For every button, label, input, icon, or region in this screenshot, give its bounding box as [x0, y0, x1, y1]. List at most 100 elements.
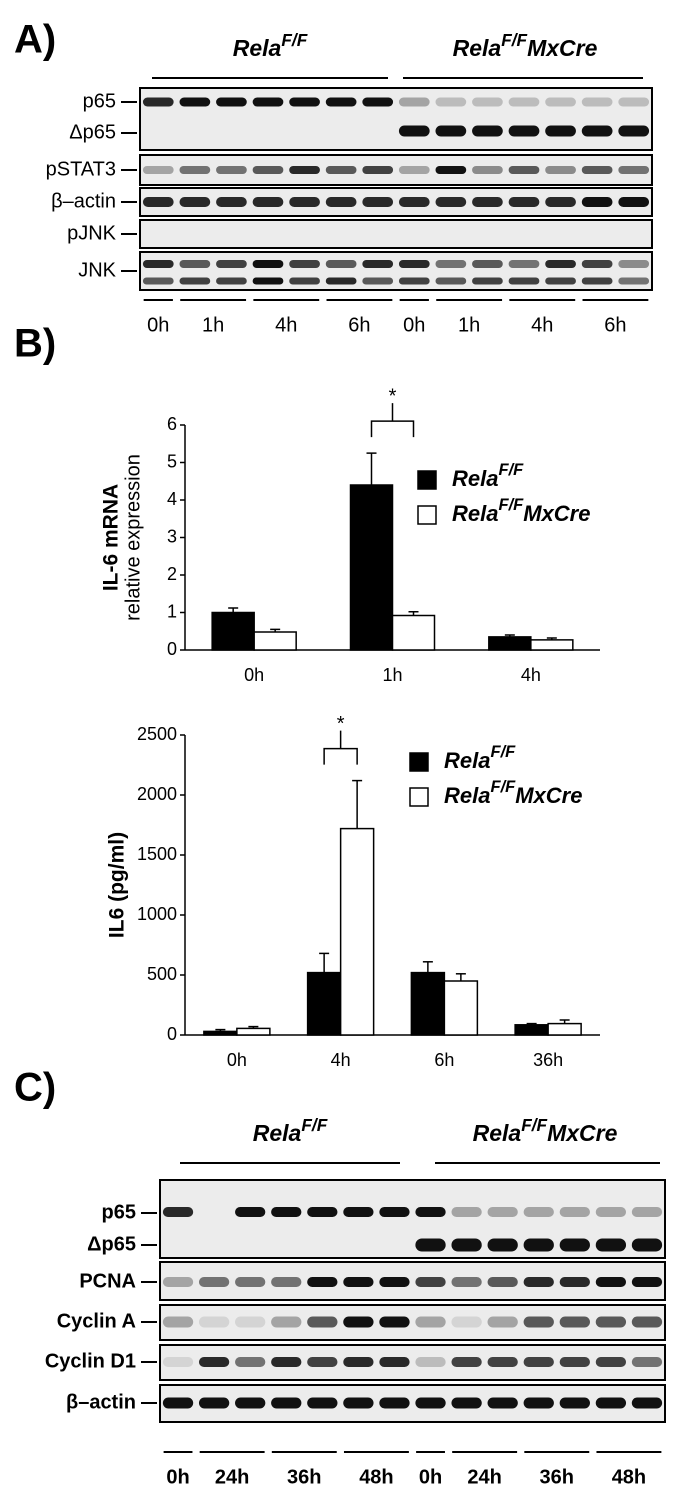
band: [435, 125, 467, 137]
legend-swatch: [417, 470, 437, 490]
legend-label-base: Rela: [444, 783, 490, 808]
legend-label-base: Rela: [444, 748, 490, 773]
band: [142, 166, 174, 174]
band: [162, 1357, 194, 1367]
legend-label: RelaF/FMxCre: [452, 496, 590, 525]
group-label-sup: F/F: [521, 1115, 547, 1135]
band: [235, 1277, 266, 1287]
bar: [547, 1022, 582, 1036]
legend-swatch: [417, 505, 437, 525]
band: [618, 277, 650, 285]
band: [343, 1316, 374, 1328]
band: [362, 197, 394, 207]
band: [523, 1316, 554, 1328]
bar: [253, 631, 297, 651]
band: [545, 97, 576, 107]
legend-label: RelaF/F: [452, 461, 524, 490]
time-label: 1h: [202, 314, 224, 336]
band: [435, 97, 467, 107]
band: [487, 1357, 518, 1367]
legend-label: RelaF/FMxCre: [444, 778, 582, 807]
band: [271, 1397, 302, 1409]
group-label-base: Rela: [233, 35, 282, 61]
band: [235, 1316, 266, 1328]
row-label: Δp65: [69, 121, 116, 143]
band: [595, 1397, 627, 1409]
band: [472, 97, 503, 107]
band: [362, 166, 394, 174]
y-tick-label: 4: [167, 489, 177, 509]
band: [472, 277, 503, 285]
x-tick-label: 1h: [382, 665, 402, 685]
band: [472, 197, 503, 207]
time-label: 36h: [287, 1466, 321, 1488]
band: [142, 277, 174, 285]
time-label: 0h: [166, 1466, 189, 1488]
row-label: p65: [83, 90, 116, 112]
band: [235, 1357, 266, 1367]
band: [307, 1397, 338, 1409]
time-label: 1h: [458, 314, 480, 336]
band: [545, 125, 576, 137]
band: [545, 166, 576, 174]
band: [508, 166, 540, 174]
time-label: 6h: [604, 314, 626, 336]
band: [198, 1357, 230, 1367]
band: [472, 125, 503, 137]
band: [618, 97, 650, 107]
x-tick-label: 36h: [533, 1050, 563, 1070]
band: [559, 1357, 590, 1367]
band: [595, 1277, 627, 1287]
band: [379, 1357, 410, 1367]
band: [559, 1316, 590, 1328]
bar: [488, 636, 532, 651]
time-label: 24h: [467, 1466, 501, 1488]
band: [252, 97, 284, 107]
band: [235, 1397, 266, 1409]
band: [415, 1207, 446, 1217]
band: [216, 166, 247, 174]
band: [198, 1316, 230, 1328]
group-label: RelaF/FMxCre: [473, 1115, 618, 1147]
band: [398, 197, 430, 207]
band: [415, 1357, 446, 1367]
band: [379, 1207, 410, 1217]
band: [451, 1277, 482, 1287]
band: [398, 97, 430, 107]
legend-label-suffix: MxCre: [523, 501, 590, 526]
bar: [391, 614, 436, 651]
x-tick-label: 4h: [331, 1050, 351, 1070]
band: [289, 260, 320, 268]
band: [559, 1277, 590, 1287]
y-axis-subtitle: relative expression: [122, 454, 144, 621]
blot-box: [139, 87, 653, 151]
band: [162, 1397, 194, 1409]
y-tick-label: 2: [167, 564, 177, 584]
panel-label: A): [14, 18, 56, 62]
time-label: 48h: [359, 1466, 393, 1488]
band: [198, 1397, 230, 1409]
band: [581, 166, 613, 174]
legend-label-suffix: MxCre: [515, 783, 582, 808]
row-label: PCNA: [79, 1270, 136, 1292]
band: [235, 1207, 266, 1217]
band: [398, 125, 430, 137]
legend-label-base: Rela: [452, 466, 498, 491]
band: [523, 1277, 554, 1287]
y-axis-title: IL-6 mRNA: [100, 484, 123, 591]
band: [508, 260, 540, 268]
band: [162, 1207, 194, 1217]
band: [252, 197, 284, 207]
band: [508, 97, 540, 107]
y-tick-label: 2000: [137, 784, 177, 804]
band: [162, 1277, 194, 1287]
time-label: 0h: [419, 1466, 442, 1488]
band: [472, 166, 503, 174]
legend-label-sup: F/F: [490, 778, 516, 796]
band: [618, 125, 650, 137]
band: [307, 1357, 338, 1367]
band: [559, 1207, 590, 1217]
band: [435, 197, 467, 207]
